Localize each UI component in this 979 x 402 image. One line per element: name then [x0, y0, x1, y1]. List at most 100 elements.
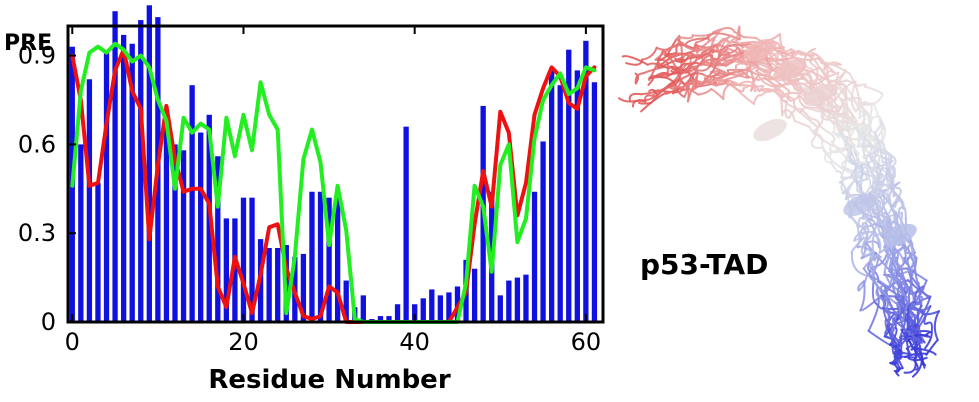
pre-bar	[412, 304, 418, 322]
backbone-segment	[860, 237, 868, 257]
backbone-segment	[909, 273, 914, 294]
backbone-segment	[853, 99, 866, 117]
backbone-segment	[681, 52, 696, 61]
backbone-segment	[914, 285, 925, 304]
backbone-segment	[867, 111, 872, 135]
backbone-segment	[918, 304, 927, 317]
backbone-segment	[735, 61, 755, 67]
backbone-segment	[829, 160, 839, 173]
pre-bar	[112, 11, 118, 322]
backbone-segment	[686, 76, 698, 103]
x-tick-label: 20	[228, 328, 259, 356]
backbone-segment	[638, 95, 655, 102]
pre-bar	[300, 253, 307, 322]
backbone-segment	[789, 48, 803, 56]
backbone-segment	[902, 244, 912, 260]
pre-bar	[163, 108, 170, 322]
backbone-segment	[834, 80, 857, 102]
pre-bar	[86, 79, 93, 322]
backbone-segment	[882, 159, 894, 167]
backbone-segment	[868, 152, 876, 165]
backbone-segment	[865, 248, 872, 263]
backbone-segment	[902, 206, 907, 220]
backbone-segment	[873, 137, 883, 149]
y-tick-label: 0.9	[18, 42, 56, 70]
y-axis-title: PRE	[4, 31, 52, 56]
backbone-segment	[656, 61, 672, 69]
backbone-segment	[883, 246, 895, 274]
backbone-segment	[818, 124, 830, 133]
pre-bar	[326, 197, 332, 322]
backbone-segment	[876, 202, 883, 216]
backbone-segment	[881, 307, 906, 311]
backbone-segment	[892, 361, 900, 373]
backbone-segment	[646, 62, 669, 69]
backbone-segment	[752, 94, 763, 105]
backbone-segment	[715, 59, 729, 62]
axis-ticks: 0 20 40 60 0 0.3 0.6 0.9	[18, 26, 601, 356]
backbone-segment	[897, 207, 903, 222]
backbone-segment	[894, 269, 903, 285]
backbone-segment	[884, 318, 890, 331]
backbone-segment	[784, 91, 798, 96]
bar-group	[69, 5, 598, 323]
backbone-segment	[852, 143, 860, 155]
backbone-segment	[867, 297, 880, 332]
backbone-segment	[858, 130, 866, 141]
backbone-segment	[892, 352, 899, 364]
backbone-segment	[893, 212, 900, 227]
backbone-segment	[784, 100, 791, 119]
backbone-segment	[917, 295, 924, 305]
backbone-segment	[681, 41, 701, 52]
backbone-segment	[724, 78, 730, 85]
backbone-segment	[835, 115, 850, 129]
backbone-segment	[887, 321, 895, 335]
backbone-segment	[654, 41, 684, 61]
backbone-segment	[843, 126, 857, 130]
backbone-segment	[843, 166, 862, 183]
plot-frame	[66, 24, 605, 324]
backbone-segment	[887, 246, 903, 270]
pre-bar	[334, 197, 341, 322]
backbone-segment	[906, 257, 914, 276]
pre-bar	[583, 40, 589, 323]
pre-bar	[275, 248, 281, 322]
backbone-segment	[796, 109, 819, 129]
backbone-segment	[913, 347, 937, 356]
backbone-segment	[855, 125, 869, 148]
backbone-segment	[838, 181, 847, 193]
backbone-segment	[848, 72, 860, 105]
pre-bar	[566, 49, 572, 323]
backbone-segment	[859, 297, 880, 312]
backbone-segment	[873, 119, 883, 135]
backbone-segment	[743, 36, 758, 40]
backbone-segment	[875, 138, 886, 154]
pre-bar	[394, 304, 401, 322]
backbone-segment	[656, 82, 678, 97]
backbone-segment	[678, 66, 694, 74]
backbone-segment	[926, 321, 934, 333]
backbone-segment	[850, 80, 857, 113]
pre-bar	[172, 144, 178, 322]
helix-ribbon	[773, 58, 807, 82]
pre-bar	[189, 85, 195, 322]
pre-bar	[78, 144, 84, 322]
pre-bar	[309, 191, 315, 322]
backbone-segment	[770, 57, 781, 66]
backbone-segment	[900, 328, 910, 360]
x-tick-label: 40	[399, 328, 430, 356]
helix-ribbon	[843, 193, 877, 217]
backbone-segment	[911, 354, 923, 378]
backbone-segment	[933, 310, 940, 341]
backbone-segment	[868, 132, 878, 141]
backbone-segment	[865, 240, 881, 249]
backbone-segment	[800, 109, 812, 120]
line-series-1	[70, 47, 597, 324]
backbone-segment	[679, 34, 694, 40]
pre-bar	[531, 191, 538, 322]
pre-bar	[420, 298, 426, 322]
backbone-segment	[907, 301, 917, 309]
backbone-segment	[850, 252, 868, 277]
pre-bar	[232, 218, 238, 322]
